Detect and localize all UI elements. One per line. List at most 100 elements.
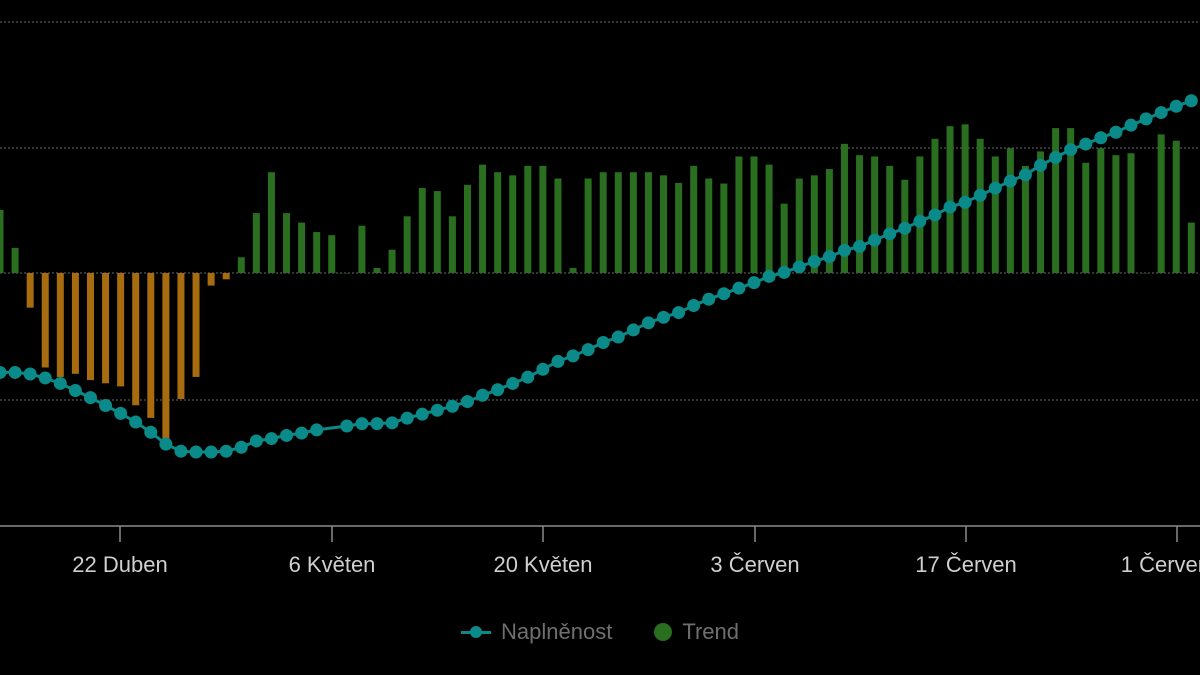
trend-bar[interactable]: [765, 164, 773, 273]
trend-bar[interactable]: [71, 273, 79, 374]
naplnenost-point[interactable]: [415, 407, 429, 421]
trend-bar[interactable]: [1187, 222, 1195, 273]
trend-bar[interactable]: [856, 155, 864, 273]
naplnenost-point[interactable]: [1139, 112, 1153, 126]
naplnenost-point[interactable]: [99, 399, 113, 413]
trend-bar[interactable]: [1157, 134, 1165, 273]
legend-item-naplnenost[interactable]: Naplněnost: [461, 619, 612, 645]
trend-bar[interactable]: [735, 156, 743, 273]
naplnenost-point[interactable]: [837, 243, 851, 257]
naplnenost-point[interactable]: [1169, 99, 1183, 113]
trend-bar[interactable]: [886, 165, 894, 273]
naplnenost-point[interactable]: [551, 354, 565, 368]
trend-bar[interactable]: [916, 156, 924, 273]
trend-bar[interactable]: [946, 126, 954, 274]
trend-bar[interactable]: [509, 175, 517, 273]
trend-bar[interactable]: [554, 178, 562, 274]
naplnenost-point[interactable]: [988, 181, 1002, 195]
naplnenost-point[interactable]: [460, 395, 474, 409]
trend-bar[interactable]: [991, 156, 999, 273]
naplnenost-point[interactable]: [0, 365, 7, 379]
naplnenost-point[interactable]: [445, 399, 459, 413]
naplnenost-point[interactable]: [38, 371, 52, 385]
trend-bar[interactable]: [660, 175, 668, 273]
trend-bar[interactable]: [313, 232, 321, 273]
trend-bar[interactable]: [102, 273, 110, 384]
naplnenost-point[interactable]: [144, 425, 158, 439]
naplnenost-point[interactable]: [822, 250, 836, 264]
trend-bar[interactable]: [26, 273, 34, 308]
trend-bar[interactable]: [539, 165, 547, 273]
naplnenost-point[interactable]: [476, 388, 490, 402]
naplnenost-point[interactable]: [174, 444, 188, 458]
trend-bar[interactable]: [463, 184, 471, 273]
trend-bar[interactable]: [1082, 162, 1090, 273]
trend-bar[interactable]: [584, 178, 592, 274]
naplnenost-point[interactable]: [1154, 106, 1168, 120]
trend-bar[interactable]: [825, 169, 833, 273]
trend-bar[interactable]: [1052, 128, 1060, 273]
trend-bar[interactable]: [720, 183, 728, 273]
naplnenost-point[interactable]: [506, 376, 520, 390]
trend-bar[interactable]: [1021, 165, 1029, 273]
trend-bar[interactable]: [1097, 148, 1105, 273]
naplnenost-point[interactable]: [1018, 168, 1032, 182]
trend-bar[interactable]: [1006, 148, 1014, 273]
trend-bar[interactable]: [328, 235, 336, 273]
trend-bar[interactable]: [690, 165, 698, 273]
naplnenost-point[interactable]: [159, 437, 173, 451]
naplnenost-point[interactable]: [702, 292, 716, 306]
trend-bar[interactable]: [132, 273, 140, 406]
trend-bar[interactable]: [343, 273, 351, 274]
trend-bar[interactable]: [252, 213, 260, 273]
trend-bar[interactable]: [192, 273, 200, 377]
naplnenost-point[interactable]: [53, 376, 67, 390]
trend-bar[interactable]: [675, 182, 683, 273]
naplnenost-point[interactable]: [355, 417, 369, 431]
naplnenost-point[interactable]: [928, 208, 942, 222]
naplnenost-point[interactable]: [973, 188, 987, 202]
naplnenost-point[interactable]: [566, 349, 580, 363]
trend-bar[interactable]: [433, 191, 441, 273]
trend-bar[interactable]: [1127, 153, 1135, 273]
trend-bar[interactable]: [298, 222, 306, 273]
trend-bar[interactable]: [267, 172, 275, 273]
naplnenost-point[interactable]: [370, 417, 384, 431]
naplnenost-point[interactable]: [8, 365, 22, 379]
trend-bar[interactable]: [56, 273, 64, 377]
trend-bar[interactable]: [1067, 128, 1075, 273]
naplnenost-point[interactable]: [400, 411, 414, 425]
naplnenost-point[interactable]: [943, 200, 957, 214]
trend-bar[interactable]: [1037, 151, 1045, 273]
naplnenost-point[interactable]: [219, 444, 233, 458]
naplnenost-point[interactable]: [1064, 143, 1078, 157]
naplnenost-point[interactable]: [1049, 150, 1063, 164]
naplnenost-point[interactable]: [204, 445, 218, 459]
naplnenost-point[interactable]: [280, 428, 294, 442]
trend-bar[interactable]: [780, 203, 788, 273]
trend-bar[interactable]: [479, 164, 487, 273]
trend-bar[interactable]: [614, 172, 622, 273]
naplnenost-point[interactable]: [430, 403, 444, 417]
trend-bar[interactable]: [976, 138, 984, 273]
trend-bar[interactable]: [237, 257, 245, 273]
trend-bar[interactable]: [388, 249, 396, 273]
naplnenost-point[interactable]: [536, 362, 550, 376]
trend-bar[interactable]: [162, 273, 170, 440]
trend-bar[interactable]: [810, 175, 818, 273]
trend-bar[interactable]: [207, 273, 215, 286]
naplnenost-point[interactable]: [732, 281, 746, 295]
naplnenost-point[interactable]: [295, 426, 309, 440]
naplnenost-point[interactable]: [1124, 118, 1138, 132]
trend-bar[interactable]: [373, 267, 381, 273]
trend-bar[interactable]: [644, 172, 652, 273]
naplnenost-point[interactable]: [129, 415, 143, 429]
naplnenost-point[interactable]: [792, 260, 806, 274]
legend-item-trend[interactable]: Trend: [654, 619, 739, 645]
naplnenost-point[interactable]: [1094, 131, 1108, 145]
trend-bar[interactable]: [871, 156, 879, 273]
naplnenost-point[interactable]: [958, 195, 972, 209]
naplnenost-point[interactable]: [83, 391, 97, 405]
naplnenost-point[interactable]: [1109, 125, 1123, 139]
naplnenost-point[interactable]: [762, 269, 776, 283]
